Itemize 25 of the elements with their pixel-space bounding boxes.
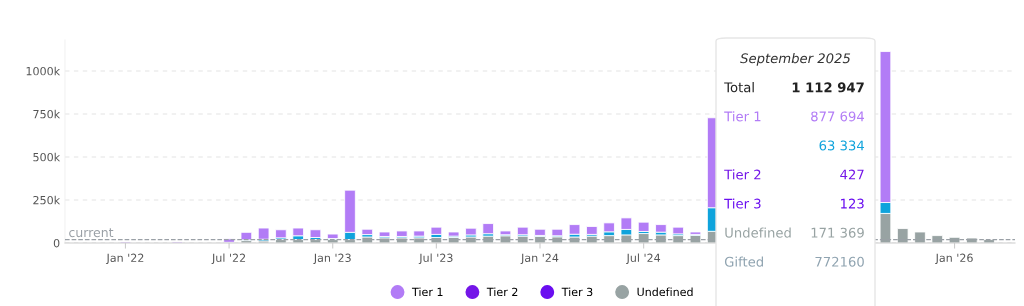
legend-label: Tier 3 bbox=[561, 287, 593, 297]
text: Tier 2 427 bbox=[724, 169, 864, 180]
x-tick-label: Jul '22 bbox=[211, 253, 246, 265]
legend-label: Tier 1 bbox=[411, 287, 443, 297]
x-tick-label: Jul '24 bbox=[626, 253, 661, 265]
x-tick-label: Jan '24 bbox=[520, 253, 559, 265]
x-tick-label: Jan '26 bbox=[935, 253, 973, 265]
x-tick-label: Jul '23 bbox=[418, 253, 453, 265]
text: Total 1 112 947 bbox=[724, 82, 864, 93]
text: Tier 1 877 694 bbox=[724, 111, 865, 122]
x-tick-label: Jan '22 bbox=[105, 253, 144, 265]
y-tick-label: 250k bbox=[33, 195, 61, 205]
text: Tier 3 123 bbox=[724, 198, 864, 209]
annotation: 63 334 bbox=[819, 140, 865, 151]
y-tick-label: 750k bbox=[33, 109, 61, 119]
ref-line-label: current bbox=[69, 228, 114, 238]
legend-label: Tier 2 bbox=[486, 287, 518, 297]
y-tick-label: 0 bbox=[53, 238, 60, 248]
y-tick-label: 1000k bbox=[26, 66, 61, 76]
y-tick-label: 500k bbox=[33, 152, 61, 162]
annotation: September 2025 bbox=[740, 53, 851, 66]
x-tick-label: Jan '23 bbox=[313, 253, 351, 265]
text: Gifted 772160 bbox=[724, 256, 864, 267]
text: Undefined 171 369 bbox=[725, 227, 864, 238]
legend-label: Undefined bbox=[637, 287, 693, 297]
